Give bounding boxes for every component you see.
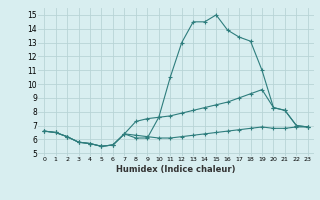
X-axis label: Humidex (Indice chaleur): Humidex (Indice chaleur) <box>116 165 236 174</box>
